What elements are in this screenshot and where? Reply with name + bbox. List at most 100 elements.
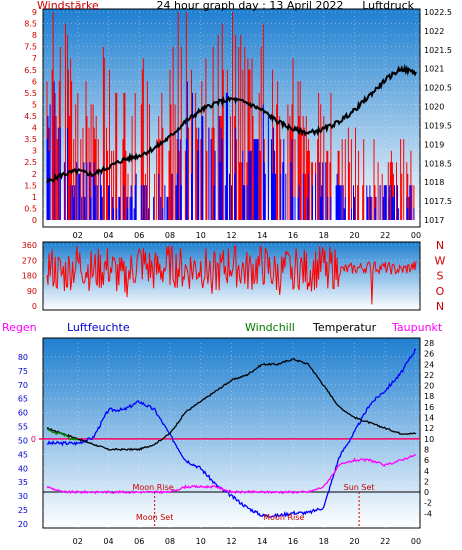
- time-tick-label: 10: [196, 231, 206, 240]
- compass-label: O: [436, 285, 445, 298]
- legend-dewpoint: Taupunkt: [391, 321, 443, 334]
- temperature-series: [46, 357, 417, 452]
- pressure-tick-label: 1019.5: [424, 121, 452, 130]
- humidity-tick-label: 25: [18, 506, 28, 515]
- temperature-tick-label: 26: [424, 350, 434, 359]
- temperature-tick-label: 8: [424, 445, 429, 454]
- wind-tick-label: 0.5: [24, 204, 37, 213]
- time-tick-label: 22: [380, 231, 390, 240]
- wind-tick-label: 7.5: [24, 43, 37, 52]
- time-tick-label: 18: [319, 231, 329, 240]
- pressure-tick-label: 1022.5: [424, 8, 452, 17]
- humidity-tick-label: 50: [18, 436, 28, 445]
- humidity-tick-label: 80: [18, 353, 28, 362]
- time-tick-label: 12: [226, 537, 236, 546]
- temperature-tick-label: 18: [424, 392, 434, 401]
- humidity-tick-label: 70: [18, 381, 28, 390]
- humidity-tick-label: 40: [18, 464, 28, 473]
- pressure-tick-label: 1018: [424, 178, 444, 187]
- pressure-tick-label: 1017.5: [424, 197, 452, 206]
- time-tick-label: 14: [257, 231, 267, 240]
- humidity-tick-label: 35: [18, 478, 28, 487]
- temperature-tick-label: 20: [424, 382, 434, 391]
- humidity-tick-label: 75: [18, 367, 28, 376]
- compass-label: S: [437, 270, 444, 283]
- time-tick-label: 12: [226, 231, 236, 240]
- time-tick-label: 16: [288, 231, 298, 240]
- moon-set-marker: Moon Set: [136, 513, 173, 522]
- wind-direction-series: [46, 244, 417, 305]
- legend-windchill: Windchill: [245, 321, 295, 334]
- time-tick-label: 20: [349, 537, 359, 546]
- pressure-tick-label: 1020: [424, 103, 444, 112]
- temperature-tick-label: -4: [424, 509, 432, 518]
- pressure-series: [46, 63, 417, 183]
- wind-tick-label: 8.5: [24, 20, 37, 29]
- humidity-tick-label: 60: [18, 409, 28, 418]
- pressure-tick-label: 1021.5: [424, 46, 452, 55]
- pressure-tick-label: 1018.5: [424, 159, 452, 168]
- compass-label: N: [436, 300, 444, 313]
- time-tick-label: 14: [257, 537, 267, 546]
- moon-rise-low-marker: Moon Rise: [263, 513, 304, 522]
- temperature-tick-label: 24: [424, 360, 434, 369]
- temperature-tick-label: 14: [424, 414, 434, 423]
- pressure-tick-label: 1017: [424, 216, 444, 225]
- direction-tick-label: 90: [27, 287, 37, 296]
- time-tick-label: 06: [134, 537, 144, 546]
- wind-axis-title: Windstärke: [37, 0, 99, 12]
- moon-rise-marker: Moon Rise: [132, 483, 173, 492]
- wind-tick-label: 2: [32, 170, 37, 179]
- wind-tick-label: 8: [32, 31, 37, 40]
- humidity-tick-label: 30: [18, 492, 28, 501]
- wind-tick-label: 3.5: [24, 135, 37, 144]
- pressure-tick-label: 1022: [424, 27, 444, 36]
- wind-gust-series: [46, 81, 415, 220]
- time-tick-label: 22: [380, 537, 390, 546]
- time-tick-label: 00: [411, 537, 421, 546]
- compass-label: N: [436, 239, 444, 252]
- humidity-tick-label: 55: [18, 423, 28, 432]
- time-tick-label: 18: [319, 537, 329, 546]
- chart-title: 24 hour graph day : 13 April 2022: [157, 0, 344, 12]
- rain-axis-zero-label: 0: [31, 435, 36, 444]
- direction-tick-label: 360: [22, 241, 37, 250]
- time-tick-label: 00: [411, 231, 421, 240]
- pressure-tick-label: 1020.5: [424, 84, 452, 93]
- wind-tick-label: 1.5: [24, 181, 37, 190]
- temperature-tick-label: 22: [424, 371, 434, 380]
- time-tick-label: 20: [349, 231, 359, 240]
- time-tick-label: 04: [103, 537, 113, 546]
- wind-tick-label: 5.5: [24, 89, 37, 98]
- wind-tick-label: 0: [32, 216, 37, 225]
- windchill-series: [46, 428, 79, 441]
- sun-set-marker: Sun Set: [344, 483, 375, 492]
- wind-tick-label: 1: [32, 193, 37, 202]
- wind-panel: 00.511.522.533.544.555.566.577.588.59101…: [24, 8, 452, 240]
- wind-tick-label: 6: [32, 77, 37, 86]
- pressure-tick-label: 1021: [424, 65, 444, 74]
- temperature-tick-label: 6: [424, 456, 429, 465]
- pressure-tick-label: 1019: [424, 140, 444, 149]
- legend-rain: Regen: [2, 321, 37, 334]
- compass-label: W: [435, 254, 446, 267]
- pressure-axis-title: Luftdruck: [362, 0, 414, 12]
- temperature-tick-label: 16: [424, 403, 434, 412]
- direction-tick-label: 0: [32, 302, 37, 311]
- wind-tick-label: 7: [32, 54, 37, 63]
- direction-tick-label: 180: [22, 272, 37, 281]
- humidity-tick-label: 20: [18, 520, 28, 529]
- humidity-tick-label: 65: [18, 395, 28, 404]
- climate-panel-bg: [42, 337, 421, 529]
- temperature-tick-label: 0: [424, 488, 429, 497]
- wind-tick-label: 4.5: [24, 112, 37, 121]
- temperature-tick-label: 12: [424, 424, 434, 433]
- time-tick-label: 16: [288, 537, 298, 546]
- time-tick-label: 02: [73, 231, 83, 240]
- time-tick-label: 08: [165, 537, 175, 546]
- wind-tick-label: 9: [32, 8, 37, 17]
- time-tick-label: 02: [73, 537, 83, 546]
- wind-tick-label: 6.5: [24, 66, 37, 75]
- time-tick-label: 04: [103, 231, 113, 240]
